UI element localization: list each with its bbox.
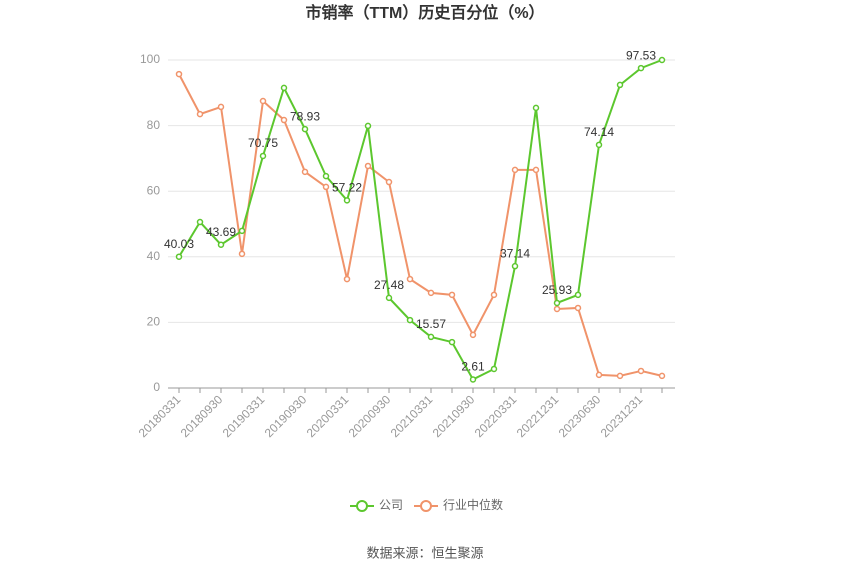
- x-tick-label: 20221231: [514, 392, 562, 440]
- y-tick-label: 20: [147, 315, 161, 329]
- x-tick-label: 20210331: [388, 392, 436, 440]
- x-tick-label: 20200331: [304, 392, 352, 440]
- point: [595, 141, 603, 149]
- point: [553, 299, 561, 307]
- point: [196, 218, 204, 226]
- point: [301, 168, 309, 176]
- point: [427, 289, 435, 297]
- point: [238, 250, 246, 258]
- legend-marker: [420, 500, 432, 512]
- point: [574, 291, 582, 299]
- point: [280, 84, 288, 92]
- data-label: 2.61: [461, 360, 485, 374]
- source: 数据来源：恒生聚源: [366, 545, 483, 560]
- legend-marker: [356, 500, 368, 512]
- data-label: 40.03: [164, 237, 194, 251]
- data-label: 70.75: [248, 136, 278, 150]
- y-tick-label: 60: [147, 183, 161, 197]
- point: [490, 291, 498, 299]
- data-label: 74.14: [584, 125, 614, 139]
- point: [637, 64, 645, 72]
- point: [511, 166, 519, 174]
- data-label: 97.53: [626, 48, 656, 62]
- x-tick-label: 20200930: [346, 392, 394, 440]
- y-tick-label: 0: [153, 380, 160, 394]
- point: [448, 291, 456, 299]
- x-tick-label: 20180331: [136, 392, 184, 440]
- x-tick-label: 20180930: [178, 392, 226, 440]
- series-line: [178, 73, 663, 377]
- point: [406, 275, 414, 283]
- point: [175, 253, 183, 260]
- point: [217, 103, 225, 111]
- point: [364, 122, 372, 130]
- point: [595, 371, 603, 379]
- point: [511, 262, 519, 270]
- y-tick-label: 40: [147, 249, 161, 263]
- point: [364, 162, 372, 170]
- data-label: 57.22: [332, 180, 362, 194]
- x-tick-label: 20190331: [220, 392, 268, 440]
- point: [322, 172, 330, 180]
- x-tick-label: 20231231: [598, 392, 646, 440]
- point: [532, 104, 540, 112]
- point: [175, 70, 183, 78]
- data-label: 37.14: [500, 246, 530, 260]
- point: [196, 110, 204, 118]
- point: [343, 197, 351, 204]
- point: [490, 365, 498, 373]
- series-line: [178, 59, 663, 381]
- y-tick-label: 80: [147, 118, 161, 132]
- x-tick-label: 20190930: [262, 392, 310, 440]
- legend-label: 公司: [379, 498, 403, 512]
- point: [217, 241, 225, 248]
- point: [259, 97, 267, 105]
- point: [280, 116, 288, 124]
- data-label: 27.48: [374, 278, 404, 292]
- point: [406, 316, 414, 324]
- point: [469, 331, 477, 339]
- data-label: 43.69: [206, 225, 236, 239]
- x-tick-label: 20210930: [430, 392, 478, 440]
- point: [532, 166, 540, 174]
- x-tick-label: 20230630: [556, 392, 604, 440]
- legend-label: 行业中位数: [443, 497, 503, 512]
- y-tick-label: 100: [140, 52, 160, 66]
- x-tick-label: 20220331: [472, 392, 520, 440]
- point: [322, 183, 330, 191]
- point: [343, 275, 351, 283]
- point: [574, 304, 582, 312]
- point: [385, 294, 393, 302]
- point: [238, 227, 246, 235]
- point: [658, 56, 666, 64]
- data-label: 15.57: [416, 317, 446, 331]
- point: [427, 333, 435, 341]
- point: [469, 376, 477, 383]
- data-label: 25.93: [542, 283, 572, 297]
- point: [448, 338, 456, 346]
- chart-title: 市销率（TTM）历史百分位（%）: [305, 3, 544, 22]
- point: [658, 372, 666, 380]
- point: [385, 178, 393, 186]
- point: [259, 152, 267, 160]
- data-label: 78.93: [290, 109, 320, 123]
- point: [616, 372, 624, 380]
- point: [637, 367, 645, 375]
- point: [301, 125, 309, 133]
- point: [616, 81, 624, 89]
- point: [553, 305, 561, 313]
